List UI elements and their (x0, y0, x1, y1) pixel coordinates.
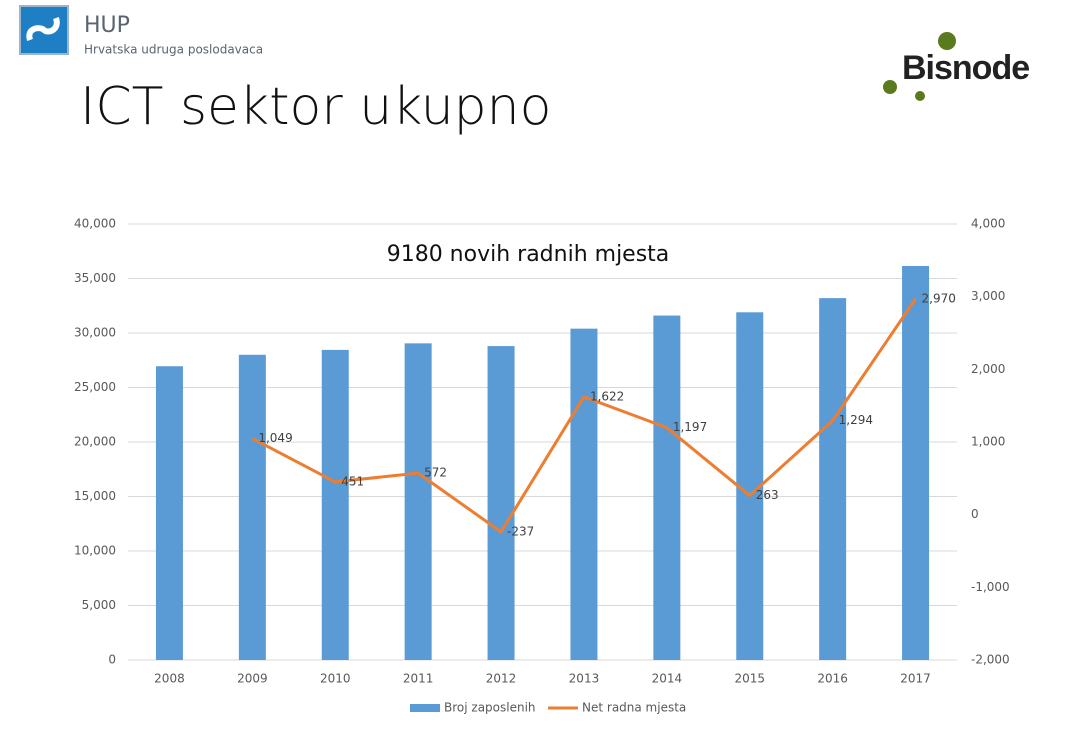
y2-tick-label: -1,000 (971, 580, 1010, 594)
data-label: -237 (507, 524, 534, 538)
data-label: 1,197 (673, 420, 707, 434)
x-tick-label: 2012 (486, 672, 517, 686)
data-label: 263 (756, 488, 779, 502)
hup-logo: HUP Hrvatska udruga poslodavaca (19, 5, 263, 57)
y-tick-label: 10,000 (74, 544, 116, 558)
hup-icon-mark (26, 17, 60, 41)
bar (404, 343, 432, 660)
logo-dot (883, 80, 897, 94)
hup-subtitle: Hrvatska udruga poslodavaca (84, 43, 263, 57)
x-tick-label: 2013 (569, 672, 600, 686)
slide-title: ICT sektor ukupno (80, 77, 551, 137)
x-tick-label: 2009 (237, 672, 268, 686)
data-label: 2,970 (922, 291, 956, 305)
y2-tick-label: 3,000 (971, 289, 1005, 303)
hup-name: HUP (84, 13, 130, 38)
y2-tick-label: 4,000 (971, 217, 1005, 231)
y2-tick-label: 0 (971, 507, 979, 521)
x-tick-label: 2014 (652, 672, 683, 686)
bar (155, 366, 183, 660)
data-label: 451 (341, 474, 364, 488)
legend-label: Net radna mjesta (582, 701, 686, 715)
y-tick-label: 25,000 (74, 380, 116, 394)
y-tick-label: 35,000 (74, 271, 116, 285)
data-label: 1,622 (590, 389, 624, 403)
chart-title: 9180 novih radnih mjesta (387, 242, 670, 267)
x-tick-label: 2008 (154, 672, 185, 686)
y-tick-label: 40,000 (74, 217, 116, 231)
x-tick-label: 2015 (734, 672, 765, 686)
data-label: 572 (424, 466, 447, 480)
bar (653, 315, 681, 660)
x-tick-label: 2010 (320, 672, 351, 686)
hup-icon (19, 5, 69, 55)
bisnode-logo: Bisnode (883, 32, 1030, 101)
line (251, 298, 917, 534)
x-tick-label: 2017 (900, 672, 931, 686)
logo-dot (938, 32, 956, 50)
y2-tick-label: 2,000 (971, 362, 1005, 376)
bar (570, 328, 598, 660)
x-tick-label: 2011 (403, 672, 434, 686)
legend-swatch (410, 704, 440, 712)
bar (321, 349, 349, 660)
y-tick-label: 0 (108, 653, 116, 667)
y-tick-label: 20,000 (74, 435, 116, 449)
y-tick-label: 30,000 (74, 326, 116, 340)
data-label: 1,049 (258, 431, 292, 445)
bar (819, 298, 847, 660)
bar (487, 346, 515, 660)
brand: Bisnode (902, 49, 1029, 87)
data-label: 1,294 (839, 413, 873, 427)
bar (238, 354, 266, 660)
y2-tick-label: -2,000 (971, 653, 1010, 667)
x-tick-label: 2016 (817, 672, 848, 686)
logo-dot (915, 91, 925, 101)
y2-tick-label: 1,000 (971, 435, 1005, 449)
y-tick-label: 5,000 (82, 598, 116, 612)
legend-label: Broj zaposlenih (444, 701, 536, 715)
y-tick-label: 15,000 (74, 489, 116, 503)
bar (902, 265, 930, 660)
